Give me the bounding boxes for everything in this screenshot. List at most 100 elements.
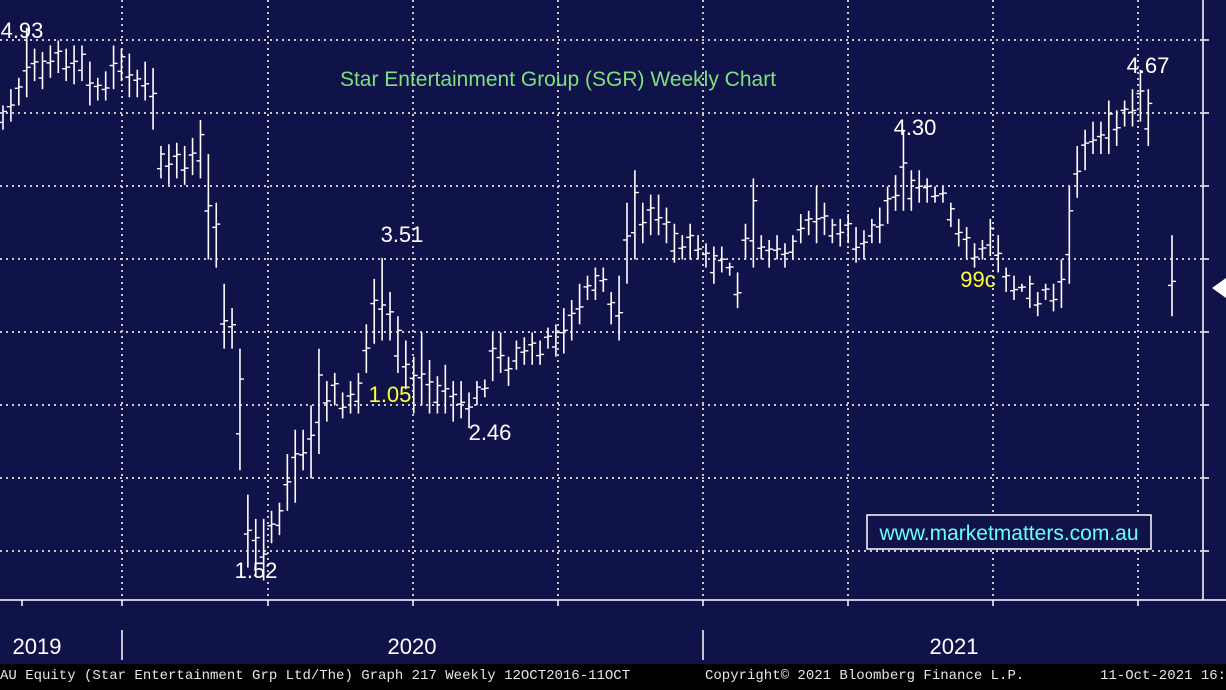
price-bar (22, 27, 31, 98)
price-bar (0, 105, 7, 130)
price-bar (1073, 145, 1082, 198)
price-bar (1049, 283, 1058, 312)
price-bar (678, 235, 687, 260)
price-bar (520, 337, 529, 365)
price-bar (457, 381, 466, 419)
price-bar (1104, 100, 1113, 155)
x-tick-label: 2020 (388, 634, 437, 659)
price-bar (46, 45, 55, 78)
price-bar (773, 235, 782, 260)
price-bar (551, 324, 560, 357)
price-bar (630, 170, 639, 260)
price-bar (1089, 121, 1098, 155)
price-bar (544, 327, 553, 349)
price-bar (291, 429, 300, 503)
price-bar (362, 324, 371, 373)
price-bar (283, 454, 292, 511)
price-bar (994, 235, 1003, 273)
price-bar (93, 77, 102, 101)
price-bar (259, 518, 268, 581)
price-bar (251, 518, 260, 576)
price-bar (852, 227, 861, 263)
price-bar (417, 332, 426, 406)
price-bar (615, 275, 624, 341)
price-bar (101, 71, 110, 101)
price-bar (828, 218, 837, 244)
price-annotation: 2.46 (469, 420, 512, 445)
price-bars (0, 27, 1176, 581)
price-bar (6, 89, 15, 122)
price-bar (354, 372, 363, 414)
price-bar (749, 178, 758, 268)
price-bar (622, 202, 631, 284)
footer-bar: AU Equity (Star Entertainment Grp Ltd/Th… (0, 664, 1226, 690)
price-bar (393, 316, 402, 373)
price-bar (859, 230, 868, 260)
watermark-text: www.marketmatters.com.au (878, 522, 1138, 545)
price-bar (117, 48, 126, 82)
footer-left: AU Equity (Star Entertainment Grp Ltd/Th… (0, 668, 631, 684)
price-bar (480, 379, 489, 398)
price-bar (812, 186, 821, 244)
price-bar (986, 218, 995, 257)
price-bar (370, 278, 379, 344)
price-bar (907, 170, 916, 211)
price-bar (314, 348, 323, 455)
price-bar (883, 186, 892, 224)
plot-background (0, 0, 1203, 600)
price-bar (709, 246, 718, 284)
price-bar (1081, 129, 1090, 171)
price-bar (228, 308, 237, 349)
price-bar (733, 272, 742, 309)
price-bar (962, 227, 971, 260)
x-tick-label: 2021 (930, 634, 979, 659)
x-tick-label: 2019 (13, 634, 62, 659)
price-bar (780, 243, 789, 268)
price-bar (1017, 283, 1026, 292)
price-bar (765, 240, 774, 268)
price-bar (1128, 89, 1137, 127)
price-bar (654, 194, 663, 236)
price-bar (788, 235, 797, 260)
gridlines (0, 0, 1203, 600)
price-bar (1120, 100, 1129, 127)
footer-copyright: Copyright© 2021 Bloomberg Finance L.P. (705, 668, 1025, 684)
price-bar (149, 68, 158, 130)
price-bar (378, 257, 387, 341)
price-bar (386, 291, 395, 341)
price-bar (220, 283, 229, 349)
price-bar (836, 218, 845, 247)
price-bar (1057, 259, 1066, 309)
price-bar (923, 178, 932, 203)
price-bar (1033, 291, 1042, 317)
price-bar (931, 186, 940, 203)
price-bar (1025, 275, 1034, 309)
price-bar (670, 223, 679, 263)
price-bar (725, 262, 734, 276)
price-bar (646, 194, 655, 236)
price-bar (267, 510, 276, 544)
price-bar (804, 210, 813, 236)
price-bar (899, 129, 908, 211)
x-axis-labels: 2019 2020 2021 (13, 634, 979, 659)
price-bar (180, 145, 189, 185)
price-bar (30, 48, 39, 82)
price-bar (338, 392, 347, 419)
price-bar (204, 154, 213, 260)
price-bar (54, 40, 63, 73)
price-bar (694, 235, 703, 260)
price-bar (1168, 235, 1176, 317)
price-bar (662, 207, 671, 244)
price-bar (465, 392, 474, 429)
price-annotation: 3.51 (381, 222, 424, 247)
price-bar (504, 356, 513, 386)
price-bar (433, 376, 442, 414)
price-bar (235, 348, 244, 471)
price-bar (307, 405, 316, 479)
price-bar (1136, 69, 1145, 122)
chart-title: Star Entertainment Group (SGR) Weekly Ch… (340, 68, 776, 91)
last-price-marker (1212, 278, 1226, 298)
price-bar (607, 291, 616, 325)
price-bar (978, 240, 987, 260)
price-bar (757, 235, 766, 260)
